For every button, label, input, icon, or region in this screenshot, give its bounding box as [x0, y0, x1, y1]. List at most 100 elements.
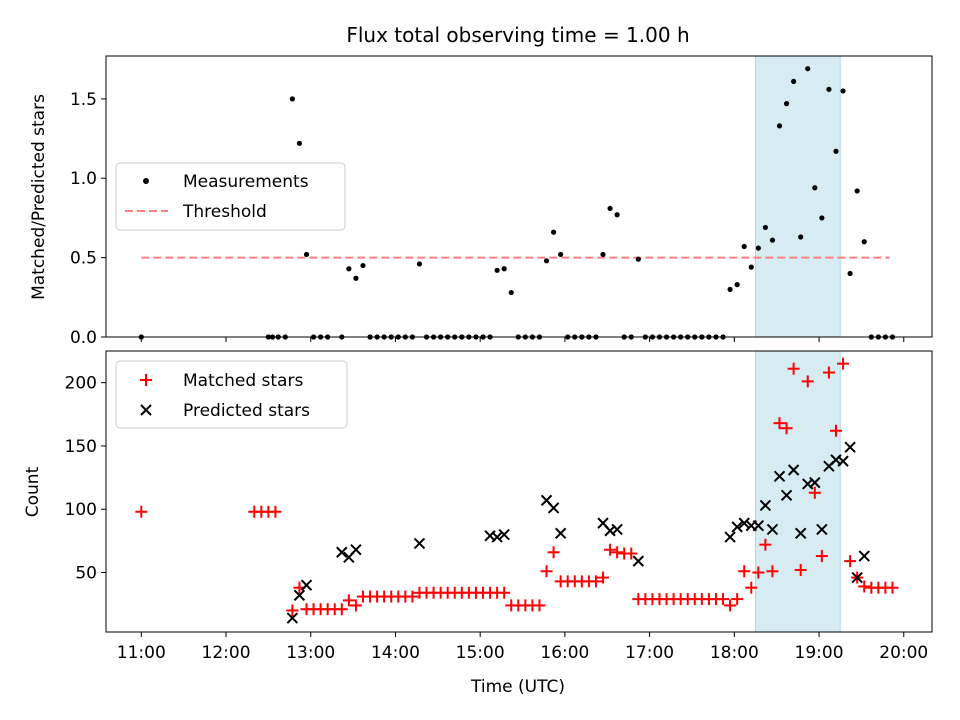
measurement-point [346, 266, 352, 272]
matched-star-point [349, 599, 362, 612]
measurement-point [635, 256, 641, 262]
chart-title: Flux total observing time = 1.00 h [346, 23, 689, 47]
predicted-star-point [724, 531, 736, 543]
predicted-star-point [858, 550, 870, 562]
predicted-star-point [837, 455, 849, 467]
predicted-star-point [491, 531, 503, 543]
bottom-highlight-band [755, 350, 841, 633]
matched-star-point [886, 581, 899, 594]
matched-star-point [597, 571, 610, 584]
x-tick-label: 16:00 [540, 643, 589, 663]
measurement-point [607, 205, 613, 212]
matched-star-point [829, 424, 842, 437]
matched-star-point [611, 546, 624, 559]
measurement-point [558, 251, 564, 258]
legend-matched-marker [140, 374, 152, 386]
matched-star-point [724, 599, 737, 612]
matched-star-point [815, 550, 828, 563]
matched-star-point [752, 566, 765, 579]
y-tick-label: 0.5 [70, 249, 97, 269]
predicted-star-point [632, 555, 645, 567]
top-marks [138, 66, 896, 340]
predicted-star-point [286, 612, 299, 624]
measurement-point [303, 251, 310, 258]
top-legend: Measurements Threshold [115, 162, 346, 231]
bottom-y-axis-label: Count [23, 466, 43, 517]
predicted-star-point [547, 502, 560, 514]
matched-star-point [342, 594, 355, 607]
matched-star-point [844, 555, 857, 568]
y-tick-label: 150 [65, 437, 97, 457]
x-tick-label: 14:00 [371, 643, 420, 663]
legend-measurements-label: Measurements [183, 172, 309, 192]
predicted-star-point [738, 517, 750, 529]
matched-star-point [604, 543, 617, 556]
measurement-point [847, 270, 853, 277]
predicted-star-point [336, 546, 348, 558]
measurement-point [762, 224, 768, 231]
bottom-legend: Matched stars Predicted stars [115, 360, 348, 429]
matched-star-point [822, 366, 835, 379]
matched-star-point [801, 375, 814, 388]
predicted-star-point [554, 527, 567, 539]
predicted-star-point [773, 470, 786, 483]
matched-star-point [540, 565, 553, 578]
x-tick-label: 19:00 [795, 643, 844, 663]
matched-star-point [808, 486, 821, 499]
measurement-point [791, 78, 797, 85]
matched-star-point [589, 575, 602, 588]
measurement-point [819, 215, 825, 221]
bottom-marks [135, 357, 899, 624]
predicted-star-point [293, 589, 306, 601]
matched-star-point [731, 593, 744, 606]
predicted-star-point [759, 499, 772, 512]
matched-star-point [625, 547, 638, 560]
x-tick-label: 17:00 [625, 643, 674, 663]
x-tick-label: 15:00 [456, 643, 505, 663]
x-axis-label: Time (UTC) [470, 677, 565, 697]
matched-star-point [780, 422, 793, 435]
x-tick-label: 12:00 [202, 643, 251, 663]
matched-star-point [533, 599, 546, 612]
x-tick-label: 18:00 [710, 643, 759, 663]
matched-star-point [269, 505, 282, 518]
y-tick-label: 1.0 [70, 169, 97, 189]
matched-star-point [498, 586, 511, 599]
predicted-star-point [413, 537, 426, 550]
matched-star-point [837, 357, 850, 370]
predicted-star-point [787, 464, 800, 476]
matched-star-point [717, 593, 730, 606]
measurement-point [734, 282, 740, 288]
top-x-ticks [140, 337, 905, 342]
measurement-point [741, 243, 747, 250]
matched-star-point [858, 580, 871, 593]
measurement-point [748, 264, 754, 270]
measurement-point [360, 262, 366, 269]
measurement-point [833, 148, 839, 154]
legend-matched-label: Matched stars [183, 371, 303, 391]
bottom-x-ticks: 11:00 12:00 13:00 14:00 15:00 16:00 17:00 18:00… [117, 632, 928, 663]
measurement-point [826, 86, 832, 92]
measurement-point [755, 245, 761, 251]
matched-star-point [286, 604, 299, 617]
matched-star-point [745, 581, 758, 594]
measurement-point [494, 267, 500, 273]
measurement-point [854, 188, 860, 194]
highlight-band [755, 350, 841, 633]
legend-threshold-label: Threshold [182, 202, 267, 222]
matched-star-point [773, 417, 786, 430]
predicted-star-point [300, 579, 313, 591]
legend-predicted-label: Predicted stars [183, 401, 310, 421]
measurement-point [543, 258, 550, 264]
measurement-point [614, 212, 620, 218]
y-tick-label: 100 [65, 500, 97, 520]
predicted-star-point [766, 523, 779, 536]
y-tick-label: 0.0 [70, 328, 97, 348]
top-y-ticks: 0.0 0.5 1.0 1.5 [70, 90, 106, 348]
predicted-star-point [816, 523, 828, 536]
predicted-star-point [752, 519, 765, 532]
matched-star-point [135, 505, 148, 518]
matched-star-point [759, 538, 772, 551]
predicted-star-point [350, 544, 362, 556]
